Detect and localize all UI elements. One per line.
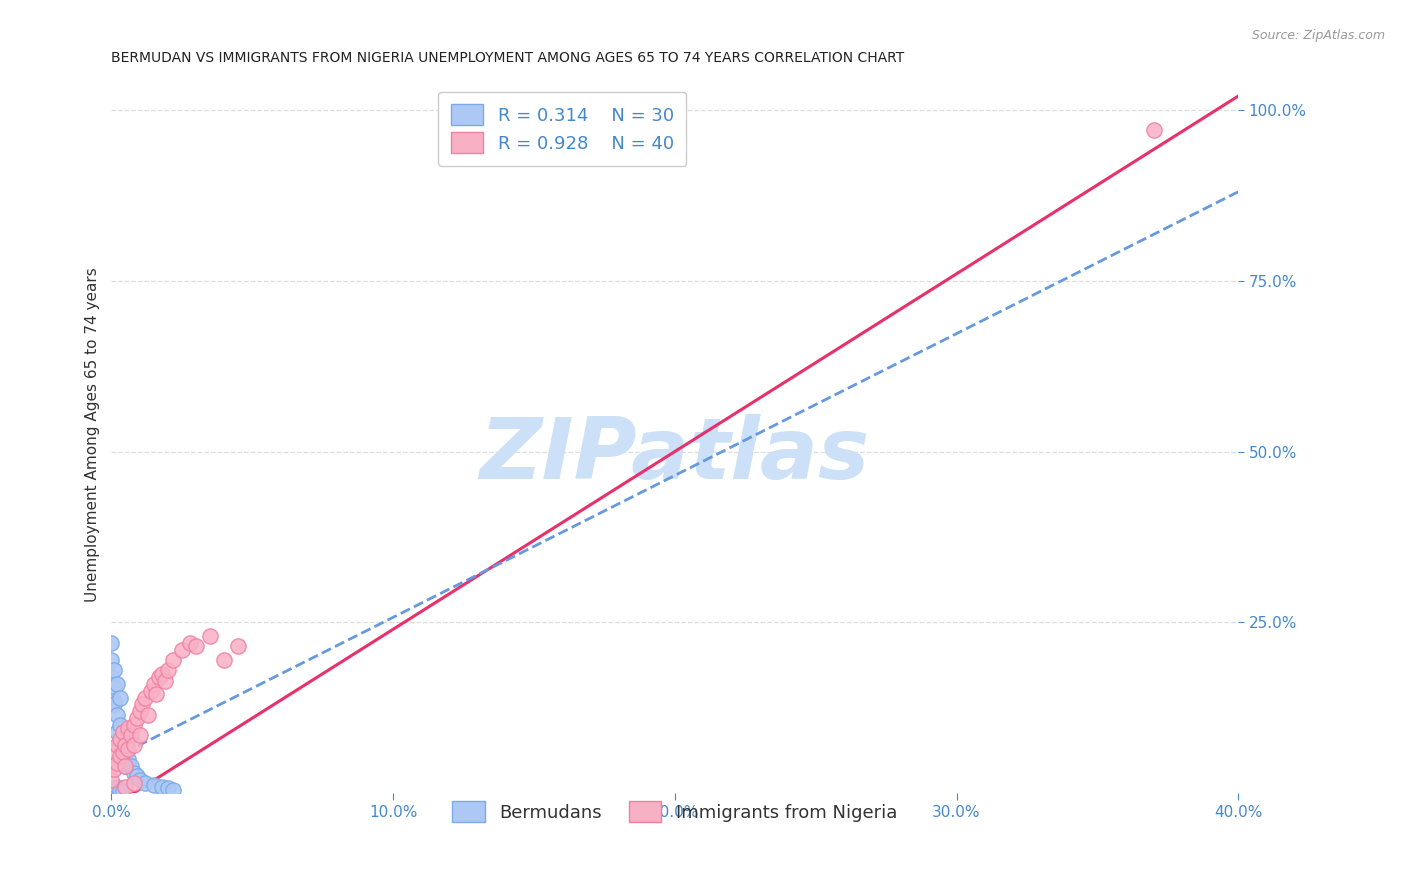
Point [120,759,142,773]
Point [136,707,159,722]
Point [105,724,128,739]
Point [100,759,122,773]
Point [114,745,136,759]
Point [105,780,128,794]
Point [125,769,148,783]
Legend: Bermudans, Immigrants from Nigeria: Bermudans, Immigrants from Nigeria [440,789,910,835]
Point [105,739,128,753]
Point [108,748,131,763]
Point [100,772,122,787]
Point [134,690,156,705]
Point [179,636,201,650]
Point [128,704,150,718]
Point [122,739,145,753]
Point [117,752,139,766]
Point [114,739,136,753]
Point [111,724,134,739]
Point [1143,123,1166,137]
Point [105,756,128,770]
Point [114,759,136,773]
Point [156,780,179,795]
Point [198,629,221,643]
Point [131,698,153,712]
Point [134,776,156,790]
Point [105,707,128,722]
Point [103,763,125,777]
Point [139,683,162,698]
Point [170,642,193,657]
Point [125,711,148,725]
Point [103,694,125,708]
Point [103,698,125,712]
Point [100,653,122,667]
Point [103,745,125,759]
Point [108,718,131,732]
Point [111,731,134,746]
Point [148,670,170,684]
Point [145,687,167,701]
Point [142,677,165,691]
Point [114,759,136,773]
Point [108,783,131,797]
Text: Source: ZipAtlas.com: Source: ZipAtlas.com [1251,29,1385,42]
Point [120,728,142,742]
Point [117,742,139,756]
Point [212,653,235,667]
Point [100,670,122,684]
Point [103,681,125,695]
Point [226,640,249,654]
Text: BERMUDAN VS IMMIGRANTS FROM NIGERIA UNEMPLOYMENT AMONG AGES 65 TO 74 YEARS CORRE: BERMUDAN VS IMMIGRANTS FROM NIGERIA UNEM… [111,51,904,65]
Point [153,673,176,688]
Point [162,653,184,667]
Point [122,776,145,790]
Point [150,780,173,794]
Point [111,745,134,759]
Point [184,640,207,654]
Point [114,780,136,794]
Point [128,728,150,742]
Point [105,677,128,691]
Text: ZIPatlas: ZIPatlas [479,415,870,498]
Point [111,784,134,798]
Point [162,783,184,797]
Point [156,663,179,677]
Point [111,742,134,756]
Point [103,663,125,677]
Point [108,731,131,746]
Point [122,718,145,732]
Point [150,666,173,681]
Point [142,778,165,792]
Point [100,636,122,650]
Point [117,722,139,736]
Point [128,772,150,787]
Point [122,765,145,780]
Point [108,735,131,749]
Y-axis label: Unemployment Among Ages 65 to 74 years: Unemployment Among Ages 65 to 74 years [86,267,100,602]
Point [108,690,131,705]
